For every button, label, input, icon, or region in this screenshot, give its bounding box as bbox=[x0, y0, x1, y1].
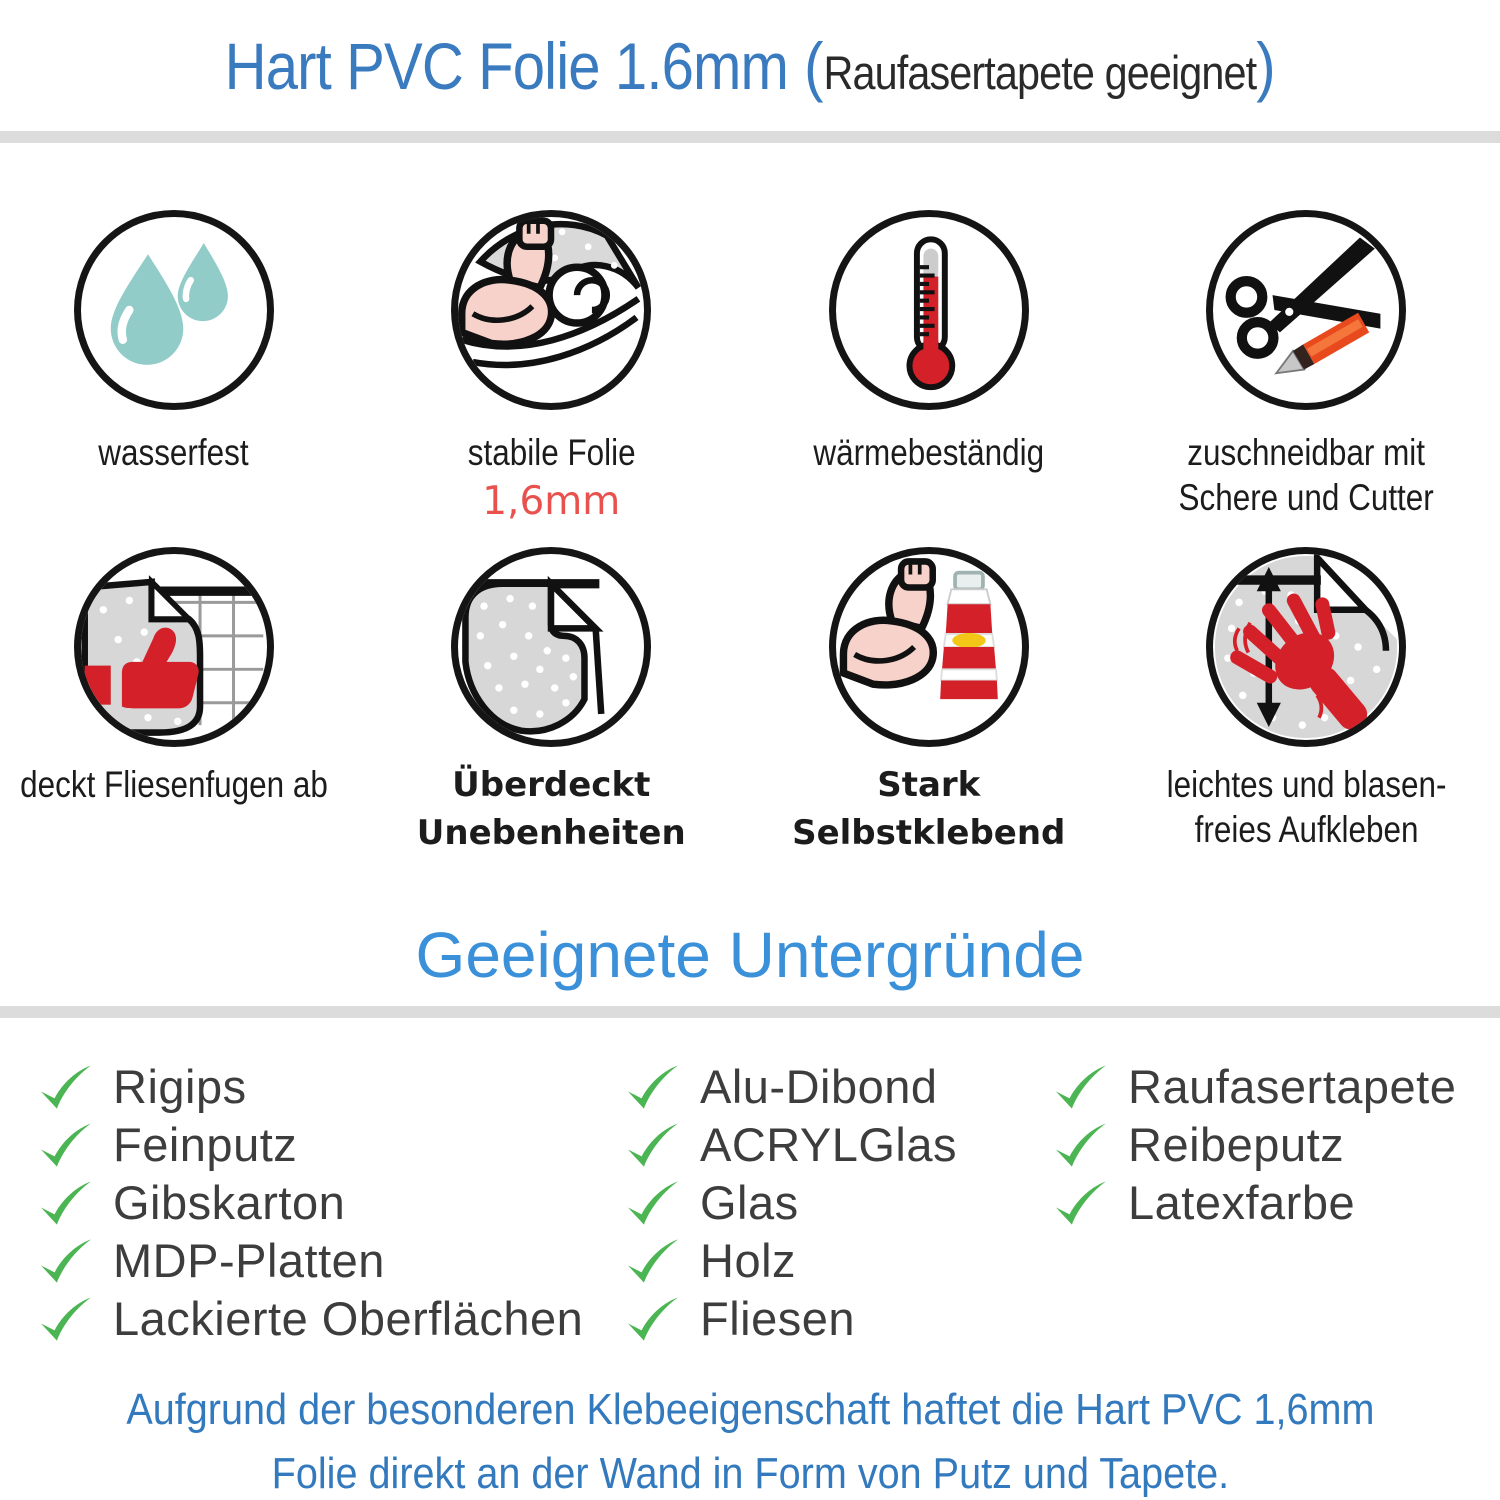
substrate-column-2: Alu-Dibond ACRYLGlas Glas Holz Fliesen bbox=[622, 1060, 957, 1345]
title-main: Hart PVC Folie 1.6mm bbox=[224, 29, 789, 103]
list-item: Gibskarton bbox=[35, 1176, 583, 1229]
feature-label: Überdeckt Unebenheiten bbox=[416, 765, 686, 853]
section-title: Geeignete Untergründe bbox=[415, 919, 1085, 991]
footer-note: Aufgrund der besonderen Klebeeigenschaft… bbox=[0, 1378, 1500, 1500]
check-icon bbox=[41, 1296, 91, 1341]
list-item: ACRYLGlas bbox=[622, 1118, 957, 1171]
check-icon bbox=[1056, 1180, 1106, 1225]
list-item: Latexfarbe bbox=[1050, 1176, 1456, 1229]
scissors-cutter-icon bbox=[1206, 210, 1407, 410]
list-item: Glas bbox=[622, 1176, 957, 1229]
feature-waermebestaendig: wärmebeständig bbox=[740, 175, 1118, 547]
foil-fold-icon bbox=[451, 547, 652, 747]
feature-fliesenfugen: deckt Fliesenfugen ab bbox=[0, 547, 363, 857]
check-icon bbox=[41, 1238, 91, 1283]
feature-label: leichtes und blasen- freies Aufkleben bbox=[1166, 764, 1447, 851]
list-item: Reibeputz bbox=[1050, 1118, 1456, 1171]
muscle-glue-icon bbox=[828, 547, 1029, 747]
feature-unebenheiten: Überdeckt Unebenheiten bbox=[363, 547, 741, 857]
check-icon bbox=[628, 1180, 678, 1225]
feature-label: deckt Fliesenfugen ab bbox=[19, 764, 328, 805]
check-icon bbox=[41, 1122, 91, 1167]
substrate-column-1: Rigips Feinputz Gibskarton MDP-Platten L… bbox=[35, 1060, 583, 1345]
check-icon bbox=[1056, 1122, 1106, 1167]
feature-label: Stark Selbstklebend bbox=[792, 765, 1066, 853]
hand-smooth-icon bbox=[1206, 547, 1407, 747]
check-icon bbox=[628, 1296, 678, 1341]
divider bbox=[0, 131, 1500, 143]
thumb-up-tiles-icon bbox=[73, 547, 274, 747]
list-item: Raufasertapete bbox=[1050, 1060, 1456, 1113]
title-paren-text: Raufasertapete geeignet bbox=[823, 46, 1257, 99]
list-item: Rigips bbox=[35, 1060, 583, 1113]
check-icon bbox=[1056, 1064, 1106, 1109]
list-item: Holz bbox=[622, 1234, 957, 1287]
check-icon bbox=[628, 1122, 678, 1167]
feature-label: stabile Folie bbox=[467, 432, 636, 473]
feature-stabile-folie: stabile Folie 1,6mm bbox=[363, 175, 741, 547]
list-item: Lackierte Oberflächen bbox=[35, 1292, 583, 1345]
list-item: Feinputz bbox=[35, 1118, 583, 1171]
feature-label: zuschneidbar mit Schere und Cutter bbox=[1178, 432, 1434, 519]
feature-zuschneidbar: zuschneidbar mit Schere und Cutter bbox=[1118, 175, 1496, 547]
list-item: Alu-Dibond bbox=[622, 1060, 957, 1113]
thickness-label: 1,6mm bbox=[482, 479, 621, 525]
check-icon bbox=[628, 1064, 678, 1109]
muscle-foil-icon bbox=[451, 210, 652, 410]
substrate-column-3: Raufasertapete Reibeputz Latexfarbe bbox=[1050, 1060, 1456, 1229]
feature-wasserfest: wasserfest bbox=[0, 175, 363, 547]
feature-label: wasserfest bbox=[98, 432, 249, 473]
feature-selbstklebend: Stark Selbstklebend bbox=[740, 547, 1118, 857]
thermometer-icon bbox=[828, 210, 1029, 410]
feature-label: wärmebeständig bbox=[813, 432, 1045, 473]
water-drops-icon bbox=[73, 210, 274, 410]
list-item: MDP-Platten bbox=[35, 1234, 583, 1287]
footer-line-2: Folie direkt an der Wand in Form von Put… bbox=[271, 1448, 1229, 1498]
divider bbox=[0, 1006, 1500, 1018]
list-item: Fliesen bbox=[622, 1292, 957, 1345]
paren-open: ( bbox=[787, 29, 824, 103]
check-icon bbox=[41, 1064, 91, 1109]
paren-close: ) bbox=[1256, 29, 1276, 103]
check-icon bbox=[41, 1180, 91, 1225]
feature-aufkleben: leichtes und blasen- freies Aufkleben bbox=[1118, 547, 1496, 857]
footer-line-1: Aufgrund der besonderen Klebeeigenschaft… bbox=[125, 1385, 1375, 1434]
page-title: Hart PVC Folie 1.6mm (Raufasertapete gee… bbox=[0, 28, 1500, 104]
check-icon bbox=[628, 1238, 678, 1283]
feature-grid: wasserfest bbox=[0, 175, 1495, 857]
